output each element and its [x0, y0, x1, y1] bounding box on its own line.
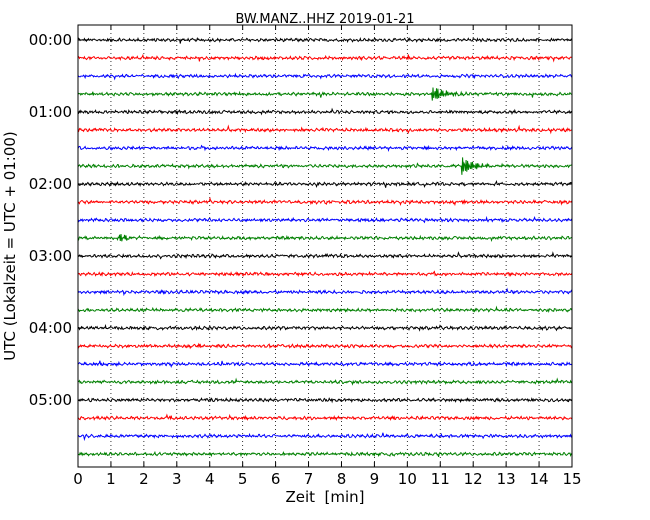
- trace-row-1: [77, 53, 573, 63]
- trace-row-16: [78, 323, 573, 332]
- trace-row-23: [77, 450, 573, 458]
- y-tick-label: 00:00: [29, 31, 72, 49]
- x-tick-label: 1: [106, 470, 116, 488]
- y-tick-label: 03:00: [29, 247, 72, 265]
- trace-row-15: [77, 305, 573, 314]
- grid-lines: [110, 25, 540, 467]
- x-tick-label: 12: [464, 470, 483, 488]
- trace-row-18: [77, 360, 573, 368]
- trace-row-17: [77, 342, 573, 350]
- trace-row-0: [77, 36, 573, 44]
- y-tick-label: 05:00: [29, 391, 72, 409]
- y-tick-label: 01:00: [29, 103, 72, 121]
- tick-layer: 0 1 2 3 4 5 6 7 8 9 10 11 12 13 14 1500:0001:0002:0003:…: [29, 25, 582, 488]
- x-tick-label: 7: [304, 470, 314, 488]
- x-tick-label: 6: [271, 470, 281, 488]
- x-tick-label: 3: [172, 470, 182, 488]
- chart-title: BW.MANZ..HHZ 2019-01-21: [235, 12, 415, 27]
- x-axis-label: Zeit [min]: [285, 488, 365, 506]
- trace-row-8: [77, 180, 573, 189]
- x-tick-label: 2: [139, 470, 149, 488]
- trace-row-12: [77, 251, 573, 260]
- y-tick-label: 02:00: [29, 175, 72, 193]
- x-tick-label: 10: [398, 470, 417, 488]
- y-axis-label: UTC (Lokalzeit = UTC + 01:00): [1, 131, 19, 361]
- x-tick-label: 5: [238, 470, 248, 488]
- trace-row-20: [77, 397, 573, 404]
- trace-row-11: [77, 234, 573, 242]
- trace-row-19: [77, 377, 573, 386]
- trace-row-4: [77, 107, 573, 116]
- x-tick-label: 13: [497, 470, 516, 488]
- trace-row-7: [77, 157, 573, 175]
- x-tick-label: 9: [370, 470, 380, 488]
- trace-row-10: [77, 215, 573, 224]
- trace-row-14: [77, 287, 573, 297]
- trace-row-2: [77, 72, 573, 81]
- trace-row-13: [77, 270, 573, 278]
- trace-row-6: [77, 144, 573, 153]
- x-tick-label: 0: [73, 470, 83, 488]
- trace-row-3: [77, 87, 573, 101]
- plot-frame: [77, 24, 573, 468]
- x-tick-label: 11: [431, 470, 450, 488]
- trace-row-21: [77, 413, 573, 422]
- x-tick-label: 4: [205, 470, 215, 488]
- x-tick-label: 8: [337, 470, 347, 488]
- x-tick-label: 15: [562, 470, 581, 488]
- trace-layer: [77, 36, 573, 458]
- trace-row-5: [77, 124, 573, 135]
- trace-row-9: [77, 196, 573, 207]
- x-tick-label: 14: [530, 470, 549, 488]
- y-tick-label: 04:00: [29, 319, 72, 337]
- trace-row-22: [77, 432, 573, 442]
